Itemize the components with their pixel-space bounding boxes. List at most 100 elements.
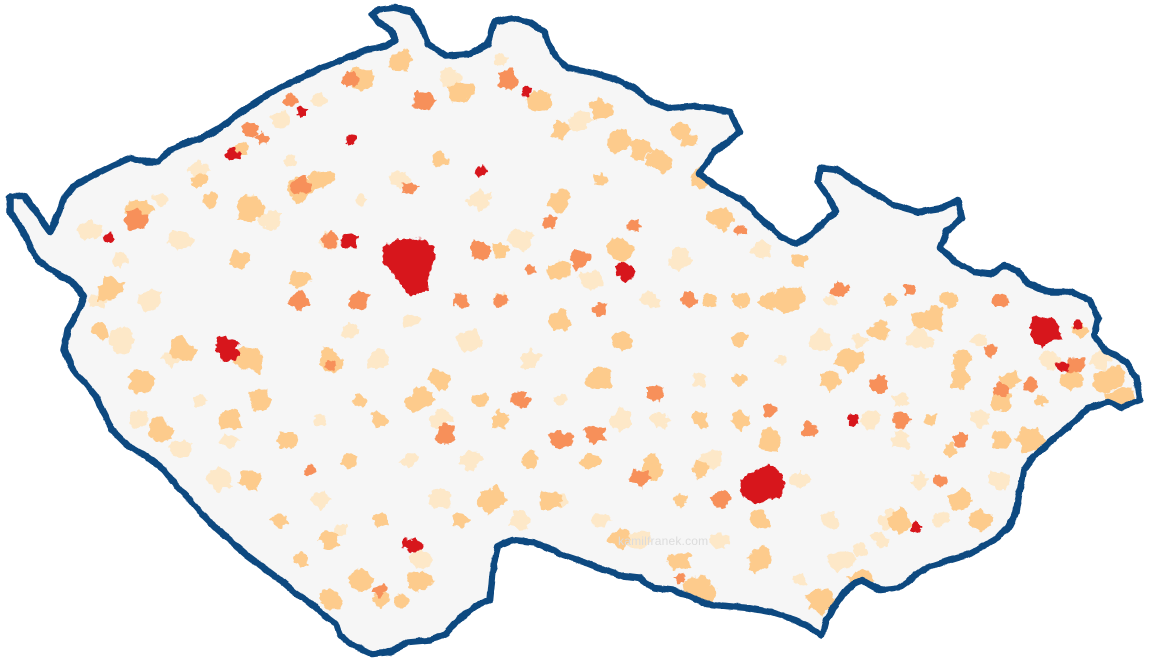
municipality-region (666, 551, 692, 571)
municipality-region (455, 328, 484, 352)
municipality-region (372, 512, 388, 529)
municipality-region (951, 349, 973, 372)
municipality-region (629, 468, 652, 489)
municipality-region (732, 372, 747, 387)
municipality-region (820, 370, 843, 393)
municipality-region (293, 552, 309, 567)
municipality-region (447, 81, 476, 102)
municipality-region (309, 491, 332, 511)
municipality-region (1059, 367, 1085, 392)
city-region (1054, 361, 1070, 372)
municipality-region (605, 237, 636, 263)
municipality-region (152, 193, 168, 207)
municipality-region (355, 192, 368, 207)
municipality-region (97, 275, 124, 301)
municipality-region (268, 109, 291, 130)
municipality-region (521, 450, 538, 470)
municipality-region (539, 490, 563, 511)
municipality-region (425, 368, 451, 393)
municipality-region (629, 139, 654, 161)
municipality-region (609, 407, 632, 433)
municipality-region (230, 250, 252, 269)
municipality-region (77, 218, 104, 241)
municipality-region (190, 172, 210, 190)
municipality-region (137, 290, 161, 312)
municipality-region (710, 532, 730, 550)
municipality-region (1092, 365, 1127, 394)
city-region (1072, 320, 1083, 331)
municipality-region (471, 393, 490, 408)
municipality-region (542, 214, 557, 230)
municipality-region (475, 485, 508, 516)
city-region (402, 537, 424, 553)
municipality-region (801, 420, 819, 437)
municipality-region (865, 319, 890, 341)
municipality-region (148, 416, 175, 443)
municipality-region (942, 443, 957, 458)
municipality-region (923, 413, 937, 427)
municipality-region (407, 549, 433, 570)
city-region (296, 106, 308, 118)
municipality-region (546, 260, 571, 280)
municipality-region (702, 292, 718, 308)
municipality-region (508, 568, 529, 592)
municipality-region (371, 410, 390, 429)
municipality-region (868, 374, 888, 395)
municipality-region (984, 344, 998, 359)
municipality-region (773, 355, 787, 367)
municipality-region (491, 408, 511, 429)
municipality-region (469, 239, 491, 261)
municipality-region (748, 239, 772, 260)
municipality-region (547, 188, 570, 215)
municipality-region (645, 149, 673, 174)
municipality-region (388, 48, 412, 72)
municipality-region (548, 430, 574, 449)
municipality-region (331, 524, 347, 536)
municipality-region (548, 307, 571, 331)
municipality-region (127, 368, 157, 394)
municipality-region (749, 508, 771, 529)
municipality-region (459, 449, 483, 472)
city-region (341, 233, 359, 249)
municipality-region (1050, 459, 1074, 479)
municipality-region (775, 286, 807, 315)
municipality-region (1015, 426, 1046, 453)
country-area (10, 8, 1140, 654)
municipality-region (970, 333, 988, 347)
municipality-region (553, 394, 568, 406)
municipality-region (607, 528, 631, 550)
municipality-region (220, 433, 240, 449)
municipality-layer (77, 48, 1135, 617)
municipality-region (287, 289, 311, 312)
municipality-region (638, 291, 661, 307)
municipality-region (967, 508, 994, 531)
municipality-region (367, 348, 390, 370)
city-region (1030, 316, 1063, 349)
municipality-region (791, 573, 807, 586)
municipality-region (851, 333, 870, 349)
municipality-region (823, 294, 838, 306)
municipality-region (283, 154, 297, 168)
municipality-region (313, 414, 326, 427)
city-region (382, 238, 435, 297)
municipality-region (568, 111, 594, 131)
municipality-region (452, 292, 470, 309)
municipality-region (341, 71, 360, 87)
municipality-region (497, 68, 520, 90)
municipality-region (1064, 356, 1086, 373)
municipality-region (670, 122, 691, 141)
municipality-region (680, 291, 699, 309)
municipality-region (491, 241, 511, 258)
municipality-region (892, 412, 912, 431)
municipality-region (853, 542, 868, 557)
municipality-region (240, 122, 259, 138)
municipality-region (429, 408, 453, 431)
municipality-region (988, 471, 1012, 491)
municipality-region (307, 171, 335, 191)
municipality-region (819, 511, 840, 529)
municipality-region (324, 360, 338, 372)
municipality-region (673, 572, 685, 584)
municipality-region (129, 409, 149, 429)
municipality-region (1033, 393, 1049, 408)
municipality-region (592, 172, 610, 186)
